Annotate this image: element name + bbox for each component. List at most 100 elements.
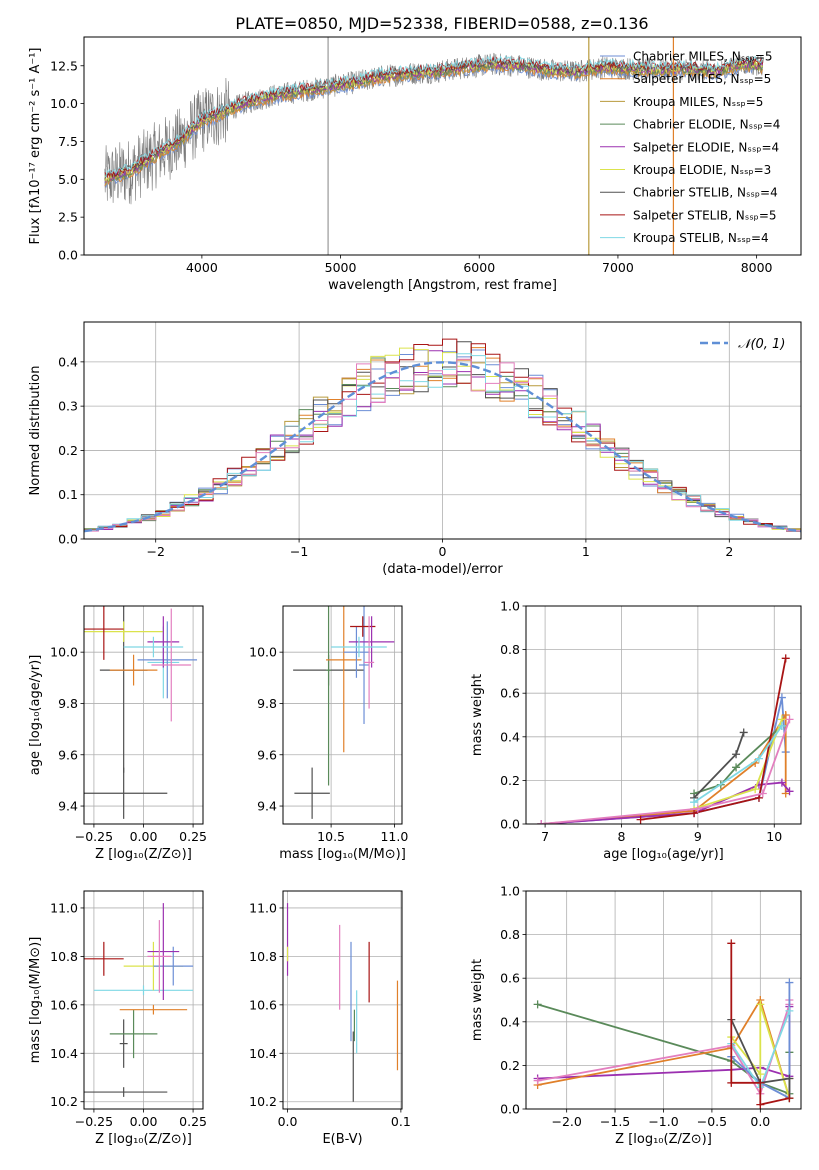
- grid-lines: [283, 606, 402, 824]
- y-tick-label: 9.6: [257, 747, 277, 762]
- weight-marker: [690, 798, 699, 807]
- x-tick-label: 7: [541, 829, 549, 844]
- x-axis-label: Z [log₁₀(Z/Z⊙)]: [95, 847, 192, 862]
- y-tick-label: 0.6: [500, 971, 520, 986]
- legend-label: Salpeter MILES, Nₛₛₚ=5: [633, 72, 771, 86]
- grid-lines: [84, 606, 203, 824]
- x-tick-label: −0.25: [75, 1114, 113, 1129]
- residual-histogram-panel: −2 −1 0 1 2 0.0 0.1 0.2 0.3 0.4 (data-model)/error…: [28, 321, 802, 577]
- x-tick-label: 6000: [463, 260, 495, 275]
- y-tick-label: 9.8: [58, 696, 78, 711]
- weight-marker: [777, 693, 786, 702]
- x-axis-label: E(B-V): [322, 1132, 362, 1147]
- y-axis-label: Flux [fλ10⁻¹⁷ erg cm⁻² s⁻¹ A⁻¹]: [28, 48, 43, 245]
- x-tick-label: 0.0: [278, 1114, 298, 1129]
- weight-marker: [758, 789, 767, 798]
- weight-marker: [756, 1070, 765, 1079]
- legend-label: 𝒩(0, 1): [738, 337, 785, 352]
- y-tick-label: 9.6: [58, 747, 78, 762]
- y-tick-label: 10.6: [50, 997, 78, 1012]
- legend-label: Salpeter STELIB, Nₛₛₚ=5: [633, 208, 777, 222]
- weight-marker: [781, 711, 790, 719]
- x-tick-label: −0.25: [75, 829, 113, 844]
- x-tick-label: 0.25: [179, 829, 207, 844]
- axes-frame: [83, 605, 204, 825]
- y-axis-label: age [log₁₀(age/yr)]: [28, 655, 43, 776]
- x-tick-label: 5000: [325, 260, 357, 275]
- legend-label: Salpeter ELODIE, Nₛₛₚ=4: [633, 140, 779, 154]
- x-tick-label: −1.5: [600, 1114, 630, 1129]
- y-tick-label: 12.5: [50, 58, 78, 73]
- plot-area: [537, 654, 794, 824]
- weight-line: [693, 719, 783, 810]
- y-tick-label: 2.5: [58, 210, 78, 225]
- y-tick-label: 0.4: [58, 354, 78, 369]
- y-tick-label: 0.0: [58, 248, 78, 263]
- axes-frame: [525, 890, 802, 1110]
- legend-label: Chabrier ELODIE, Nₛₛₚ=4: [633, 118, 780, 132]
- weight-line: [541, 719, 791, 824]
- x-tick-label: −1: [290, 544, 308, 559]
- weight-marker: [732, 750, 741, 759]
- weight-line: [730, 982, 791, 1100]
- y-tick-label: 9.4: [257, 799, 277, 814]
- weight-marker: [781, 654, 790, 663]
- axes-frame: [282, 605, 403, 825]
- x-tick-label: −0.5: [697, 1114, 727, 1129]
- model-spectrum-line: [104, 54, 764, 178]
- y-tick-label: 10.8: [249, 949, 277, 964]
- y-tick-label: 0.1: [58, 487, 78, 502]
- y-tick-label: 0.4: [500, 729, 520, 744]
- x-tick-label: 10: [766, 829, 782, 844]
- y-tick-label: 0.0: [58, 532, 78, 547]
- x-axis-label: (data-model)/error: [382, 562, 503, 577]
- figure-title: PLATE=0850, MJD=52338, FIBERID=0588, z=0…: [235, 14, 648, 33]
- weight-marker: [785, 715, 794, 724]
- x-tick-label: −2: [146, 544, 164, 559]
- weight-marker: [754, 754, 763, 763]
- weight-marker: [533, 1076, 542, 1085]
- legend-label: Kroupa STELIB, Nₛₛₚ=4: [633, 231, 769, 245]
- weight-marker: [756, 1078, 765, 1087]
- y-tick-label: 11.0: [50, 900, 78, 915]
- y-tick-label: 0.8: [500, 927, 520, 942]
- y-tick-label: 0.2: [58, 443, 78, 458]
- axes-frame: [83, 890, 204, 1110]
- y-tick-label: 0.2: [500, 1058, 520, 1073]
- plot-area: [84, 606, 198, 819]
- axes-frame: [282, 890, 403, 1110]
- x-tick-label: 0.0: [750, 1114, 770, 1129]
- age-vs-metallicity-panel: −0.25 0.00 0.25 9.4 9.6 9.8 10.0 Z [log₁₀(Z/Z⊙)…: [28, 605, 207, 862]
- x-axis-label: mass [log₁₀(M/M⊙)]: [279, 847, 406, 862]
- weight-marker: [537, 820, 546, 824]
- y-tick-label: 11.0: [249, 900, 277, 915]
- weight-marker: [756, 1000, 765, 1009]
- weight-marker: [785, 1094, 794, 1103]
- y-tick-label: 10.8: [50, 949, 78, 964]
- x-tick-label: 0.1: [391, 1114, 411, 1129]
- y-tick-label: 5.0: [58, 172, 78, 187]
- y-tick-label: 0.4: [500, 1014, 520, 1029]
- y-tick-label: 0.8: [500, 642, 520, 657]
- weight-marker: [739, 728, 748, 737]
- legend-label: Kroupa MILES, Nₛₛₚ=5: [633, 95, 763, 109]
- x-tick-label: 9: [694, 829, 702, 844]
- y-tick-label: 10.6: [249, 997, 277, 1012]
- y-tick-label: 10.0: [249, 645, 277, 660]
- weight-line: [541, 697, 787, 824]
- x-tick-label: 10.5: [317, 829, 345, 844]
- plot-area: [84, 338, 801, 539]
- plot-area: [286, 903, 399, 1102]
- x-tick-label: 8000: [741, 260, 773, 275]
- x-axis-label: wavelength [Angstrom, rest frame]: [328, 278, 557, 293]
- y-tick-label: 0.0: [500, 817, 520, 832]
- y-tick-label: 0.6: [500, 686, 520, 701]
- x-axis-label: Z [log₁₀(Z/Z⊙)]: [95, 1132, 192, 1147]
- spectrum-panel: 4000 5000 6000 7000 8000 0.0 2.5 5.0 7.5 10.0 12.5…: [28, 36, 802, 293]
- weight-line: [541, 711, 787, 824]
- y-axis-label: mass weight: [470, 959, 485, 1041]
- weight-vs-age-panel: 7 8 9 10 0.0 0.2 0.4 0.6 0.8 1.0 age [log₁₀(age/yr…: [470, 599, 802, 862]
- weight-marker: [751, 785, 760, 794]
- x-tick-label: 8: [618, 829, 626, 844]
- x-tick-label: 4000: [186, 260, 218, 275]
